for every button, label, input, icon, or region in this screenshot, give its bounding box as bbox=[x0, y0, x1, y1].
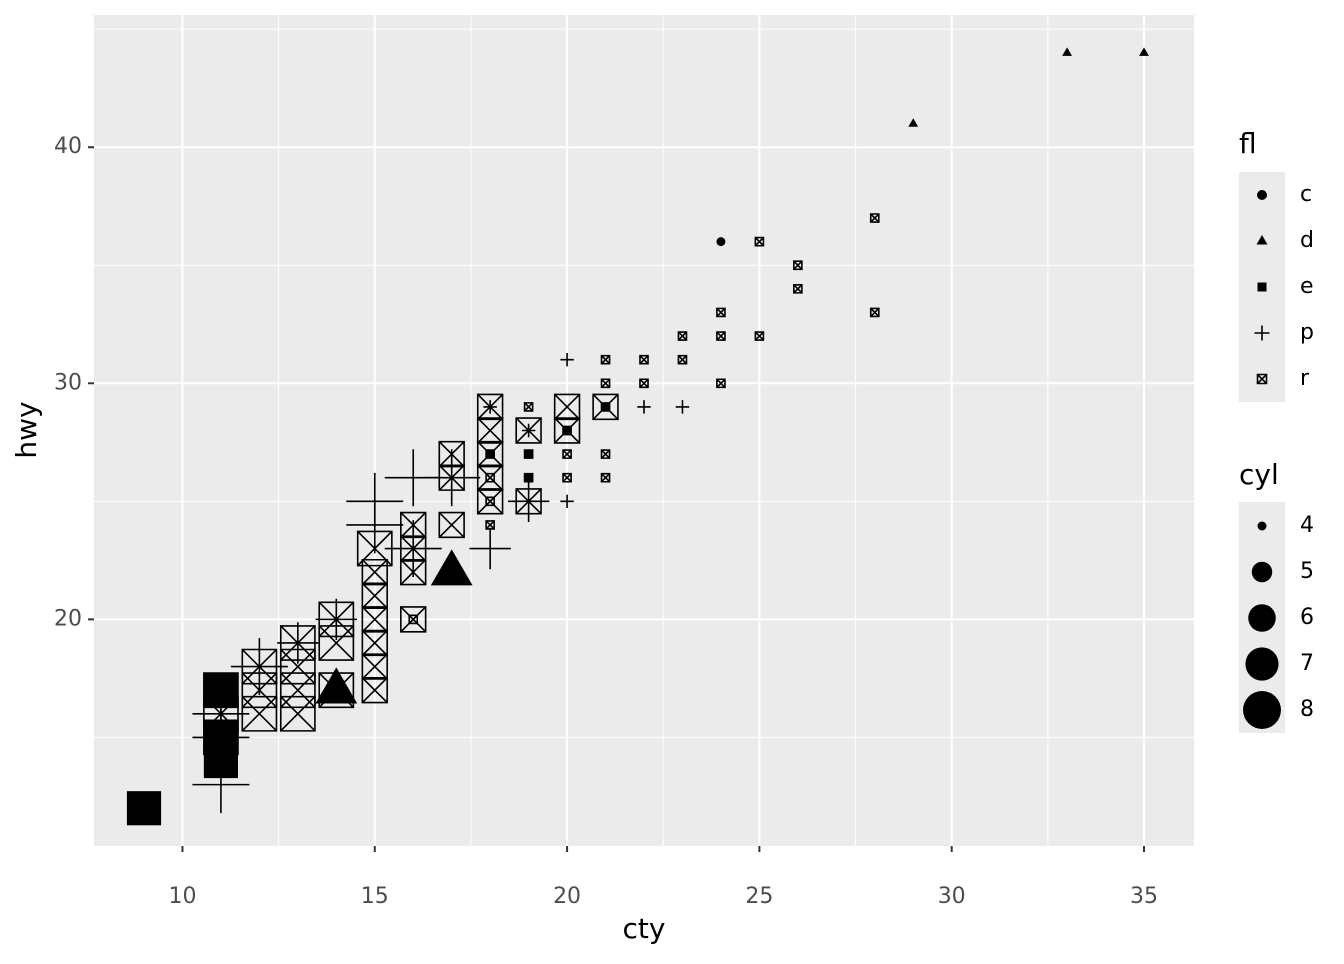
point bbox=[523, 402, 534, 412]
point bbox=[600, 354, 611, 365]
point bbox=[430, 549, 473, 586]
x-tick-label: 35 bbox=[1130, 884, 1158, 909]
legend-key bbox=[1257, 190, 1267, 200]
size-legend-title: cyl bbox=[1239, 458, 1279, 491]
legend-key bbox=[1248, 604, 1276, 632]
point bbox=[515, 417, 542, 444]
point bbox=[318, 625, 355, 661]
legend-label: 8 bbox=[1300, 697, 1314, 722]
point bbox=[476, 488, 504, 515]
point bbox=[592, 393, 619, 421]
shape-legend-title: fl bbox=[1239, 127, 1257, 160]
legend-label: e bbox=[1300, 274, 1314, 299]
point bbox=[1062, 47, 1072, 56]
legend-label: r bbox=[1300, 366, 1310, 391]
point bbox=[677, 354, 688, 365]
point bbox=[562, 472, 572, 483]
panel bbox=[94, 15, 1194, 846]
x-tick-label: 25 bbox=[745, 884, 773, 909]
point bbox=[438, 511, 465, 539]
point bbox=[241, 695, 278, 732]
point bbox=[560, 352, 574, 367]
point bbox=[754, 331, 765, 341]
point bbox=[400, 606, 427, 633]
x-axis-title: cty bbox=[623, 912, 666, 945]
point bbox=[677, 331, 688, 341]
point bbox=[716, 237, 726, 247]
legend-key bbox=[1251, 561, 1273, 583]
point bbox=[346, 496, 404, 554]
point bbox=[600, 472, 611, 483]
legend-label: d bbox=[1300, 228, 1314, 253]
point bbox=[515, 488, 542, 515]
point bbox=[1139, 47, 1149, 56]
point bbox=[869, 307, 880, 318]
point bbox=[361, 676, 388, 704]
point bbox=[438, 464, 465, 491]
point bbox=[675, 400, 690, 414]
legend-label: 6 bbox=[1300, 605, 1314, 630]
legend-label: c bbox=[1300, 182, 1312, 207]
point bbox=[716, 331, 726, 341]
x-tick-label: 10 bbox=[168, 884, 196, 909]
y-axis-title: hwy bbox=[10, 401, 43, 458]
point bbox=[560, 494, 574, 509]
point bbox=[562, 449, 572, 459]
point bbox=[869, 213, 880, 223]
legend-label: 5 bbox=[1300, 559, 1314, 584]
point bbox=[384, 449, 442, 507]
point bbox=[485, 520, 495, 530]
legend-label: 4 bbox=[1300, 513, 1314, 538]
point bbox=[716, 307, 726, 318]
y-tick-label: 40 bbox=[54, 134, 82, 159]
point bbox=[793, 284, 803, 294]
x-tick-label: 15 bbox=[361, 884, 389, 909]
point bbox=[315, 667, 358, 704]
point bbox=[126, 791, 162, 826]
legend-label: p bbox=[1300, 320, 1314, 345]
legend-key bbox=[1256, 235, 1268, 245]
point bbox=[400, 558, 427, 586]
point bbox=[637, 400, 651, 414]
legend-key bbox=[1257, 282, 1267, 292]
point bbox=[523, 472, 534, 483]
y-tick-label: 30 bbox=[54, 370, 82, 395]
legend-key bbox=[1243, 691, 1281, 729]
point bbox=[716, 378, 726, 389]
point bbox=[793, 260, 803, 271]
point bbox=[600, 378, 611, 389]
point bbox=[639, 354, 649, 365]
legend-key bbox=[1245, 647, 1279, 681]
x-tick-label: 20 bbox=[553, 884, 581, 909]
point bbox=[600, 449, 611, 459]
legend-key bbox=[1254, 325, 1270, 341]
x-tick-label: 30 bbox=[938, 884, 966, 909]
point bbox=[203, 719, 239, 756]
point bbox=[754, 236, 765, 247]
point bbox=[318, 672, 355, 709]
legend-key bbox=[1257, 521, 1267, 531]
y-tick-label: 20 bbox=[54, 606, 82, 631]
point bbox=[279, 695, 316, 732]
point bbox=[523, 449, 534, 459]
legend-key bbox=[1256, 373, 1268, 385]
point bbox=[553, 417, 581, 444]
point bbox=[639, 378, 649, 389]
legend-label: 7 bbox=[1300, 651, 1314, 676]
point bbox=[908, 118, 919, 127]
point bbox=[469, 527, 511, 570]
